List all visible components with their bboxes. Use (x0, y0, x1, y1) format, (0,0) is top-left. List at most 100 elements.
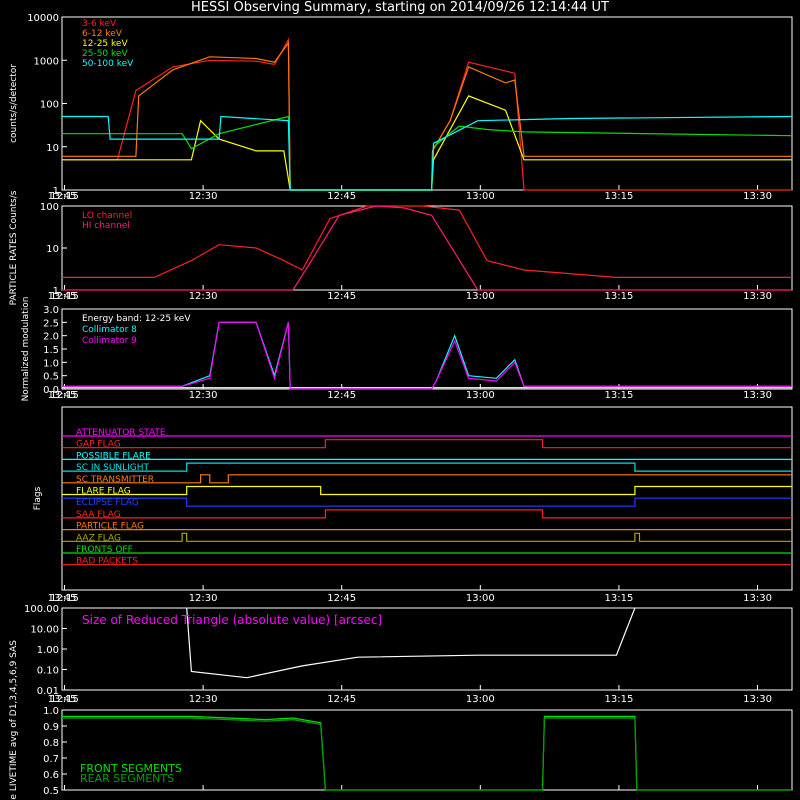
y-axis-label: SAS (9, 640, 19, 658)
time-tick-label: 13:45 (48, 694, 77, 705)
rate-series-line (62, 37, 792, 191)
flag-label: ATTENUATOR STATE (76, 428, 166, 438)
flag-line (62, 485, 792, 496)
time-tick-label: 12:15 (50, 390, 79, 401)
y-axis-label: PARTICLE RATES Counts/s (9, 190, 19, 305)
rate-series-line (62, 115, 793, 191)
flag-label: SAA FLAG (76, 510, 121, 520)
y-tick-label: 1000 (34, 56, 59, 67)
y-axis-label: Flags (33, 486, 43, 510)
rate-series-line (62, 41, 792, 191)
flag-label: PARTICLE FLAG (76, 522, 144, 532)
livetime-series-line (62, 717, 792, 791)
time-tick-label: 13:00 (466, 694, 495, 705)
y-axis-label: counts/s/detector (9, 64, 19, 143)
time-tick-label: 13:00 (466, 390, 495, 401)
plot-title: HESSI Observing Summary, starting on 201… (191, 0, 609, 15)
y-tick-label: 10000 (27, 13, 59, 24)
y-tick-label: 0.01 (37, 686, 59, 697)
time-tick-label: 13:45 (48, 390, 77, 401)
y-tick-label: 3.0 (43, 305, 59, 316)
y-axis-label: Mon. Rate LIVETIME avg of D1,3,4,5,6,9 (9, 660, 19, 800)
flag-label: POSSIBLE FLARE (76, 451, 151, 461)
time-tick-label: 12:30 (189, 191, 218, 202)
y-axis-label: Normalized modulation (21, 297, 31, 402)
flag-line (62, 474, 792, 484)
time-tick-label: 13:30 (743, 291, 772, 302)
time-tick-label: 12:45 (327, 191, 356, 202)
y-tick-label: 1.00 (37, 645, 59, 656)
y-tick-label: 2.0 (43, 332, 59, 343)
flag-line (62, 509, 792, 519)
sas-title: Size of Reduced Triangle (absolute value… (82, 613, 382, 627)
legend-entry: Collimator 8 (82, 325, 137, 335)
time-tick-label: 12:45 (327, 291, 356, 302)
panel-frame (61, 16, 793, 191)
time-tick-label: 13:45 (48, 593, 77, 604)
y-tick-label: 100 (40, 100, 59, 111)
particle-series-line (62, 205, 792, 291)
rate-series-line (62, 115, 793, 191)
legend-entry: LO channel (82, 211, 132, 221)
time-tick-label: 12:15 (50, 593, 79, 604)
rate-series-line (62, 95, 792, 191)
y-tick-label: 10.00 (30, 625, 59, 636)
y-tick-label: 0.5 (43, 372, 59, 383)
y-tick-label: 0.7 (43, 754, 59, 765)
legend-entry: 6-12 keV (82, 29, 123, 39)
time-tick-label: 13:15 (605, 593, 634, 604)
time-tick-label: 12:30 (189, 694, 218, 705)
flag-label: BAD PACKETS (76, 557, 138, 567)
time-tick-label: 13:45 (48, 291, 77, 302)
flag-label: FRONTS OFF (76, 545, 133, 555)
time-tick-label: 13:30 (743, 390, 772, 401)
legend-entry: Collimator 9 (82, 336, 137, 346)
time-tick-label: 12:30 (189, 593, 218, 604)
time-tick-label: 13:30 (743, 191, 772, 202)
flag-label: SC IN SUNLIGHT (76, 463, 150, 473)
time-tick-label: 13:45 (48, 191, 77, 202)
time-tick-label: 13:15 (605, 291, 634, 302)
modulation-series-line (62, 321, 792, 390)
time-tick-label: 12:15 (50, 694, 79, 705)
flag-label: ECLIPSE FLAG (76, 498, 139, 508)
legend-entry: HI channel (82, 221, 130, 231)
y-tick-label: 0.6 (43, 770, 59, 781)
y-tick-label: 10 (46, 244, 59, 255)
time-tick-label: 13:15 (605, 191, 634, 202)
time-tick-label: 12:15 (50, 291, 79, 302)
modulation-series-line (62, 321, 792, 390)
time-tick-label: 13:30 (743, 694, 772, 705)
y-tick-label: 1 (53, 286, 59, 297)
time-tick-label: 12:45 (327, 390, 356, 401)
y-tick-label: 100.00 (24, 604, 59, 615)
time-tick-label: 13:15 (605, 694, 634, 705)
legend-entry: FRONT SEGMENTS (80, 762, 182, 775)
legend-entry: 3-6 keV (82, 19, 117, 29)
y-tick-label: 1.5 (43, 345, 59, 356)
particle-series-line (62, 205, 792, 278)
time-tick-label: 12:45 (327, 694, 356, 705)
flag-label: GAP FLAG (76, 440, 121, 450)
time-tick-label: 12:30 (189, 390, 218, 401)
time-tick-label: 13:30 (743, 593, 772, 604)
y-tick-label: 1 (53, 186, 59, 197)
y-tick-label: 0.9 (43, 722, 59, 733)
y-tick-label: 0.5 (43, 786, 59, 797)
y-tick-label: 0.8 (43, 738, 59, 749)
legend-entry: REAR SEGMENTS (80, 772, 174, 785)
flag-line (62, 497, 792, 507)
time-tick-label: 12:15 (50, 191, 79, 202)
flag-label: FLARE FLAG (76, 487, 131, 497)
flag-line (62, 532, 792, 542)
time-tick-label: 13:00 (466, 291, 495, 302)
legend-entry: 25-50 keV (82, 49, 128, 59)
flag-line (62, 462, 792, 472)
flag-label: AAZ FLAG (76, 533, 121, 543)
time-tick-label: 12:30 (189, 291, 218, 302)
y-tick-label: 0.0 (43, 385, 59, 396)
y-tick-label: 10 (46, 143, 59, 154)
legend-entry: 50-100 keV (82, 59, 134, 69)
time-tick-label: 12:45 (327, 593, 356, 604)
